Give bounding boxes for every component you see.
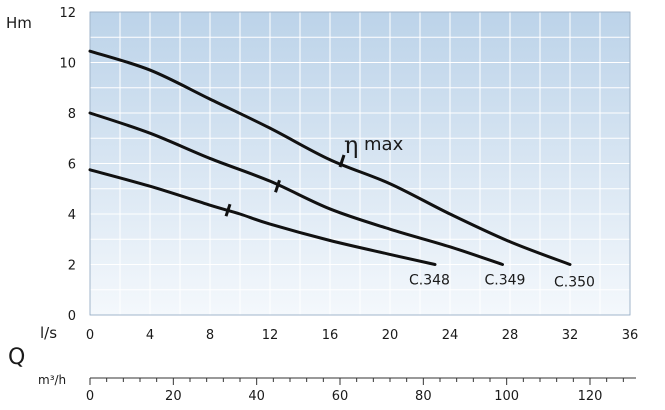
series-line-c349 [88, 111, 504, 266]
secondary-tick-label: 80 [415, 389, 432, 404]
secondary-tick-label: 60 [332, 389, 349, 404]
x-axis-title: l/s [40, 324, 57, 342]
bep-marker [224, 203, 232, 217]
series-label: C.348 [409, 273, 450, 289]
secondary-tick-label: 0 [86, 389, 94, 404]
y-tick-label: 8 [68, 107, 76, 122]
secondary-axis-title: Q [8, 345, 25, 370]
curves: C.348 C.349 C.350 [88, 49, 595, 291]
y-tick-label: 0 [68, 309, 76, 324]
plot-border [89, 11, 631, 316]
eta-annotation: η max [344, 131, 404, 159]
secondary-tick-label: 100 [494, 389, 519, 404]
bep-marker [274, 179, 281, 193]
secondary-tick-label: 20 [165, 389, 182, 404]
bep-marker [338, 154, 346, 168]
x-tick-label: 28 [502, 328, 519, 343]
x-axis-ticks: 0 4 8 12 16 20 24 28 32 36 [86, 328, 638, 343]
x-tick-label: 12 [262, 328, 279, 343]
x-tick-label: 20 [382, 328, 399, 343]
x-tick-label: 0 [86, 328, 94, 343]
y-tick-label: 4 [68, 208, 76, 223]
y-tick-label: 10 [59, 57, 76, 72]
x-tick-label: 24 [442, 328, 459, 343]
secondary-tick-label: 40 [248, 389, 265, 404]
y-tick-label: 2 [68, 259, 76, 274]
x-tick-label: 16 [322, 328, 339, 343]
series-label: C.349 [485, 273, 526, 289]
y-tick-label: 12 [59, 6, 76, 21]
eta-max-text: max [364, 134, 404, 155]
series-label: C.350 [554, 275, 595, 291]
series-line-c350 [88, 49, 572, 266]
secondary-axis-unit: m³/h [38, 373, 66, 387]
y-axis-title: Hm [6, 14, 32, 32]
eta-symbol: η [344, 131, 358, 159]
x-tick-label: 8 [206, 328, 214, 343]
x-tick-label: 36 [622, 328, 639, 343]
y-axis-ticks: 0 2 4 6 8 10 12 [59, 6, 76, 324]
secondary-x-axis: 0 20 40 60 80 100 120 [86, 377, 636, 404]
y-tick-label: 6 [68, 158, 76, 173]
series-line-c348 [88, 168, 437, 266]
x-tick-label: 32 [562, 328, 579, 343]
x-tick-label: 4 [146, 328, 154, 343]
secondary-tick-label: 120 [578, 389, 603, 404]
